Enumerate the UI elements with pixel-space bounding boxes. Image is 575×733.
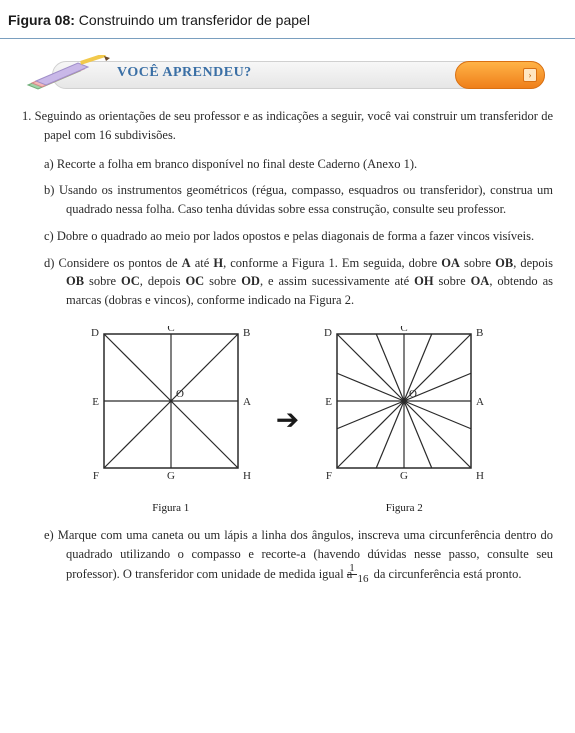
question-intro: 1. Seguindo as orientações de seu profes… [22,107,553,145]
figure-1-caption: Figura 1 [86,500,256,517]
d-p6: , depois [140,274,186,288]
d-p1: até [191,256,214,270]
item-a-label: a) [44,157,54,171]
figure-2-caption: Figura 2 [319,500,489,517]
books-pencil-icon [22,55,112,93]
svg-text:H: H [243,470,251,482]
svg-text:O: O [176,388,184,400]
item-e-label: e) [44,528,54,542]
d-p7: sobre [204,274,241,288]
svg-text:D: D [91,327,99,339]
arrow-icon: ➔ [276,400,299,442]
svg-text:O: O [409,388,417,400]
fraction-den: 16 [355,573,370,585]
d-H: H [213,256,223,270]
d-OA: OA [441,256,460,270]
d-p4: , depois [513,256,553,270]
svg-text:H: H [476,470,484,482]
d-p9: sobre [434,274,471,288]
item-b-text: Usando os instrumentos geométricos (régu… [59,183,553,216]
item-d-label: d) [44,256,54,270]
d-p0: Considere os pontos de [58,256,181,270]
figures-row: A B C D E F G H O Figura 1 ➔ A B C D E F G H O Figura 2 [22,326,553,517]
banner-next-button[interactable]: › [523,68,537,82]
svg-text:C: C [401,326,408,334]
item-a-text: Recorte a folha em branco disponível no … [57,157,417,171]
svg-text:A: A [243,396,251,408]
svg-text:G: G [167,470,175,482]
svg-text:B: B [243,327,250,339]
banner: › VOCÊ APRENDEU? [22,55,553,93]
svg-text:F: F [93,470,99,482]
e-t1: da circunferência está pronto. [370,567,521,581]
figure-2-svg: A B C D E F G H O [319,326,489,496]
svg-text:D: D [324,327,332,339]
item-a: a) Recorte a folha em branco disponível … [44,155,553,174]
svg-text:E: E [92,396,99,408]
banner-title: VOCÊ APRENDEU? [117,65,252,81]
item-b-label: b) [44,183,54,197]
fraction: 116 [355,563,370,585]
caption-label: Figura 08: [8,12,75,28]
figure-1-svg: A B C D E F G H O [86,326,256,496]
d-OC2: OC [185,274,204,288]
figure-2: A B C D E F G H O Figura 2 [319,326,489,517]
item-c-text: Dobre o quadrado ao meio por lados opost… [57,229,534,243]
page-body: › VOCÊ APRENDEU? 1. Seguindo as orientaç… [0,38,575,614]
d-OB2: OB [66,274,84,288]
caption-text: Construindo um transferidor de papel [79,12,310,28]
item-c: c) Dobre o quadrado ao meio por lados op… [44,227,553,246]
item-d: d) Considere os pontos de A até H, confo… [44,254,553,310]
item-c-label: c) [44,229,54,243]
d-p5: sobre [84,274,121,288]
svg-text:A: A [476,396,484,408]
figure-1: A B C D E F G H O Figura 1 [86,326,256,517]
d-OA2: OA [471,274,490,288]
figure-caption-outer: Figura 08: Construindo um transferidor d… [0,0,575,38]
item-e: e) Marque com uma caneta ou um lápis a l… [44,526,553,586]
intro-text: Seguindo as orientações de seu professor… [35,109,553,142]
d-OH: OH [414,274,433,288]
svg-text:C: C [167,326,174,334]
d-OD: OD [241,274,260,288]
d-p8: , e assim sucessivamente até [260,274,414,288]
svg-text:F: F [326,470,332,482]
d-p2: , conforme a Figura 1. Em seguida, dobre [223,256,441,270]
d-A: A [182,256,191,270]
svg-text:G: G [400,470,408,482]
d-OC: OC [121,274,140,288]
d-OB: OB [495,256,513,270]
item-b: b) Usando os instrumentos geométricos (r… [44,181,553,219]
question-number: 1. [22,109,31,123]
question-content: 1. Seguindo as orientações de seu profes… [22,107,553,586]
svg-text:B: B [476,327,483,339]
svg-text:E: E [326,396,333,408]
d-p3: sobre [460,256,495,270]
